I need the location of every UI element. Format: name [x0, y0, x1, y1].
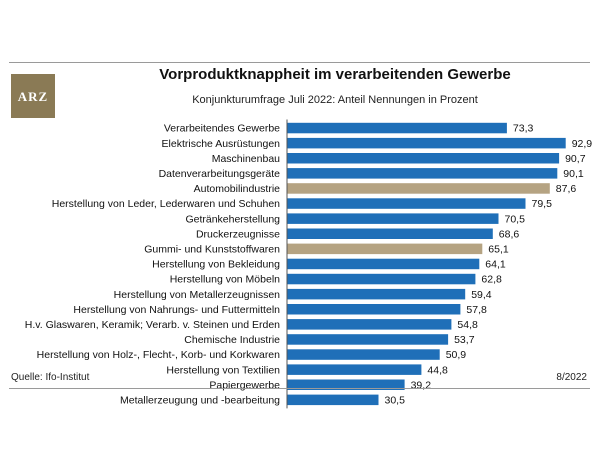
category-label: H.v. Glaswaren, Keramik; Verarb. v. Stei…	[25, 319, 280, 331]
value-label: 50,9	[446, 349, 467, 361]
bar	[287, 273, 476, 285]
value-label: 30,5	[385, 395, 406, 407]
category-label: Herstellung von Textilien	[166, 364, 280, 376]
value-label: 64,1	[485, 259, 506, 271]
value-label: 79,5	[532, 198, 553, 210]
bar	[287, 243, 483, 255]
bottom-rule	[9, 388, 590, 389]
category-label: Getränkeherstellung	[185, 213, 280, 225]
category-label: Herstellung von Holz-, Flecht-, Korb- un…	[37, 349, 281, 361]
value-label: 54,8	[457, 319, 478, 331]
value-label: 57,8	[466, 304, 487, 316]
bar	[287, 153, 560, 164]
source-note: Quelle: Ifo-Institut	[11, 372, 90, 383]
top-rule	[9, 62, 590, 63]
value-label: 90,1	[563, 168, 584, 180]
category-label: Verarbeitendes Gewerbe	[164, 123, 280, 135]
bar	[287, 137, 566, 149]
category-label: Elektrische Ausrüstungen	[162, 138, 281, 150]
bar	[287, 349, 440, 360]
value-label: 70,5	[505, 213, 526, 225]
chart-title: Vorproduktknappheit im verarbeitenden Ge…	[159, 66, 511, 83]
value-label: 65,1	[488, 244, 509, 256]
bar	[287, 319, 452, 330]
value-label: 73,3	[513, 123, 534, 135]
category-label: Maschinenbau	[212, 153, 280, 165]
category-label: Herstellung von Leder, Lederwaren und Sc…	[52, 198, 280, 210]
logo-text: ARZ	[18, 89, 48, 103]
chart-subtitle: Konjunkturumfrage Juli 2022: Anteil Nenn…	[192, 94, 478, 106]
category-label: Herstellung von Metallerzeugnissen	[114, 289, 280, 301]
category-label: Datenverarbeitungsgeräte	[159, 168, 281, 180]
category-label: Metallerzeugung und -bearbeitung	[120, 395, 280, 407]
bar	[287, 258, 480, 270]
category-label: Herstellung von Möbeln	[170, 274, 280, 286]
category-label: Papiergewerbe	[209, 379, 280, 391]
value-label: 53,7	[454, 334, 475, 346]
value-label: 87,6	[556, 183, 577, 195]
bar	[287, 198, 526, 209]
value-label: 59,4	[471, 289, 492, 301]
bar	[287, 228, 493, 239]
bar	[287, 379, 405, 390]
bar	[287, 168, 558, 179]
logo-mark: ARZ	[18, 89, 48, 103]
arz-logo: ARZ	[11, 74, 55, 118]
category-label: Chemische Industrie	[184, 334, 280, 346]
value-label: 90,7	[565, 153, 586, 165]
value-label: 39,2	[411, 379, 432, 391]
value-label: 92,9	[572, 138, 593, 150]
bar	[287, 304, 461, 315]
bar	[287, 288, 466, 300]
value-label: 62,8	[481, 274, 502, 286]
bar	[287, 213, 499, 224]
category-label: Herstellung von Bekleidung	[152, 259, 280, 271]
value-label: 44,8	[427, 364, 448, 376]
bar	[287, 122, 507, 134]
bar	[287, 364, 422, 375]
category-label: Automobilindustrie	[194, 183, 281, 195]
publication-date: 8/2022	[556, 372, 587, 383]
bar	[287, 334, 449, 345]
bar	[287, 394, 379, 406]
category-label: Gummi- und Kunststoffwaren	[144, 244, 280, 256]
category-label: Herstellung von Nahrungs- und Futtermitt…	[73, 304, 280, 316]
bar	[287, 183, 550, 194]
category-label: Druckerzeugnisse	[196, 228, 280, 240]
value-label: 68,6	[499, 228, 520, 240]
